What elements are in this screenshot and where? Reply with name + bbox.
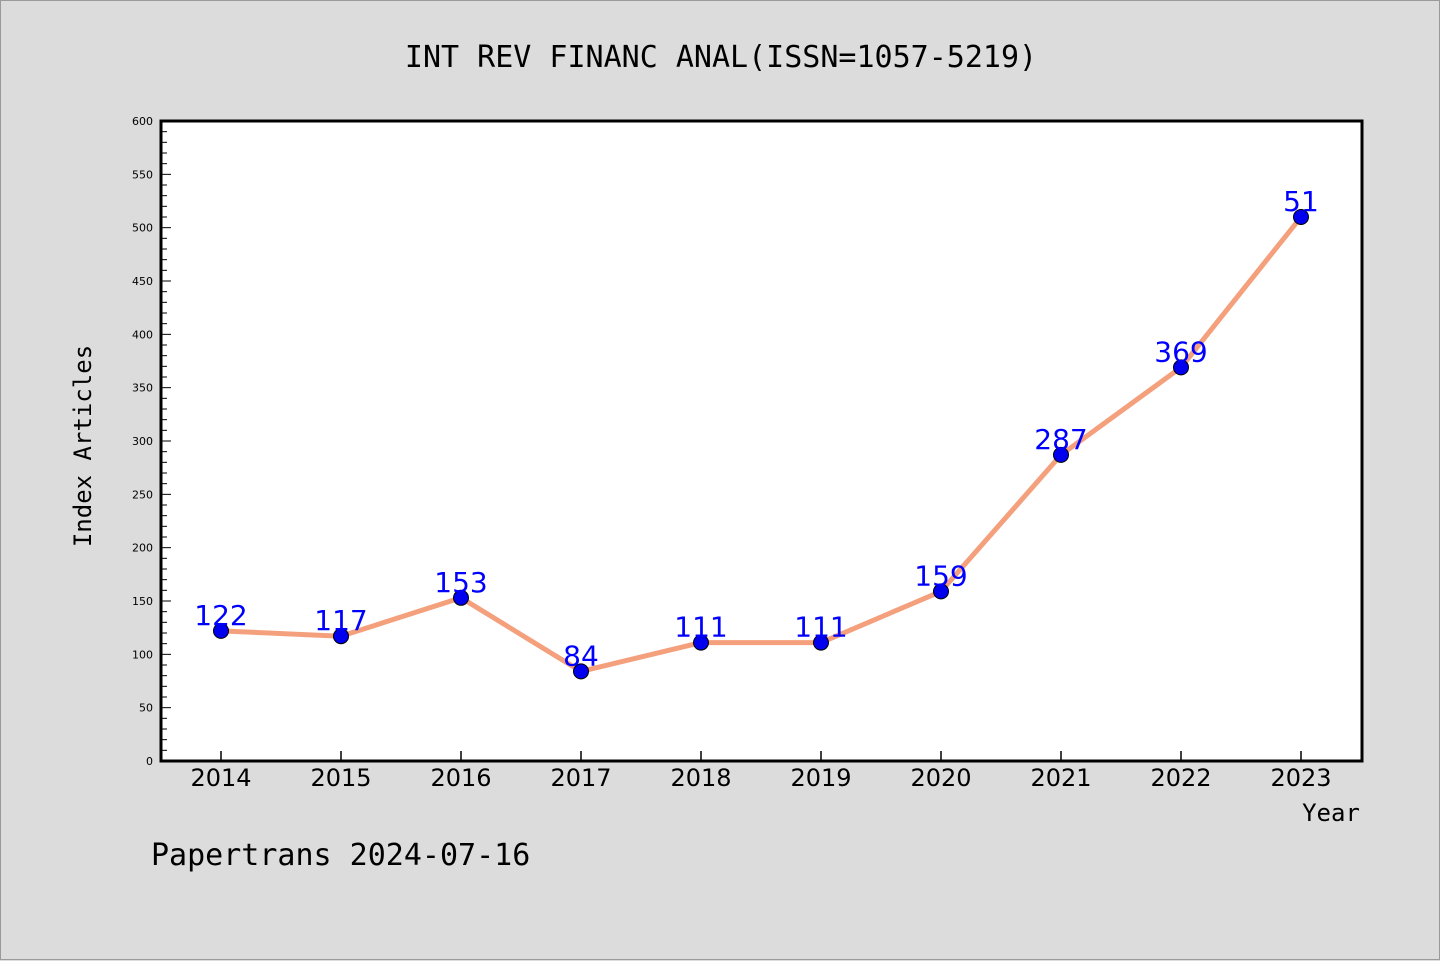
data-label: 159 (914, 559, 967, 592)
data-point-marker (693, 634, 709, 651)
chart-title: INT REV FINANC ANAL(ISSN=1057-5219) (405, 40, 1037, 75)
x-tick-label: 2019 (790, 764, 851, 792)
x-tick-label: 2014 (190, 764, 251, 792)
data-point-marker (1053, 446, 1069, 463)
data-label: 287 (1034, 423, 1087, 456)
y-tick-label: 550 (132, 168, 153, 181)
data-label: 51 (1283, 185, 1319, 218)
data-label: 153 (434, 566, 487, 599)
y-tick-label: 250 (132, 488, 153, 501)
y-axis-minor-ticks (161, 131, 167, 751)
y-tick-label: 100 (132, 648, 153, 661)
data-label: 117 (314, 604, 367, 637)
data-point-marker (1173, 359, 1189, 376)
y-tick-label: 0 (146, 755, 153, 768)
y-axis: 0 50 100 150 200 250 300 350 400 450 500 550 600 (132, 115, 171, 768)
data-label: 84 (563, 639, 599, 672)
x-tick-label: 2021 (1030, 764, 1091, 792)
data-label: 369 (1154, 335, 1207, 368)
data-label: 111 (794, 611, 847, 644)
x-axis-label: Year (1302, 799, 1360, 827)
y-tick-label: 200 (132, 542, 153, 555)
x-tick-label: 2017 (550, 764, 611, 792)
y-tick-label: 50 (139, 702, 153, 715)
plot-area (159, 119, 1364, 763)
y-tick-label: 150 (132, 595, 153, 608)
series-layer: 122 117 153 84 111 111 159 287 369 51 (194, 185, 1319, 680)
x-axis: 2014 2015 2016 2017 2018 2019 2020 2021 2022 2023 (190, 751, 1332, 792)
watermark-text: Papertrans 2024-07-16 (151, 838, 530, 873)
data-point-marker (1293, 209, 1309, 225)
series-line (218, 214, 1304, 674)
x-tick-label: 2023 (1270, 764, 1331, 792)
y-tick-label: 500 (132, 222, 153, 235)
data-point-marker (813, 634, 829, 651)
y-tick-label: 300 (132, 435, 153, 448)
data-point-marker (213, 622, 229, 639)
y-tick-label: 600 (132, 115, 153, 128)
x-tick-label: 2018 (670, 764, 731, 792)
data-label: 111 (674, 611, 727, 644)
x-tick-label: 2022 (1150, 764, 1211, 792)
data-label: 122 (194, 599, 247, 632)
y-tick-label: 450 (132, 275, 153, 288)
x-tick-label: 2020 (910, 764, 971, 792)
y-tick-label: 400 (132, 328, 153, 341)
data-point-marker (933, 583, 949, 600)
y-axis-label: Index Articles (69, 345, 97, 547)
x-tick-label: 2015 (310, 764, 371, 792)
data-point-marker (453, 589, 469, 606)
x-tick-label: 2016 (430, 764, 491, 792)
data-point-marker (333, 628, 349, 645)
data-point-marker (573, 663, 589, 680)
y-tick-label: 350 (132, 382, 153, 395)
